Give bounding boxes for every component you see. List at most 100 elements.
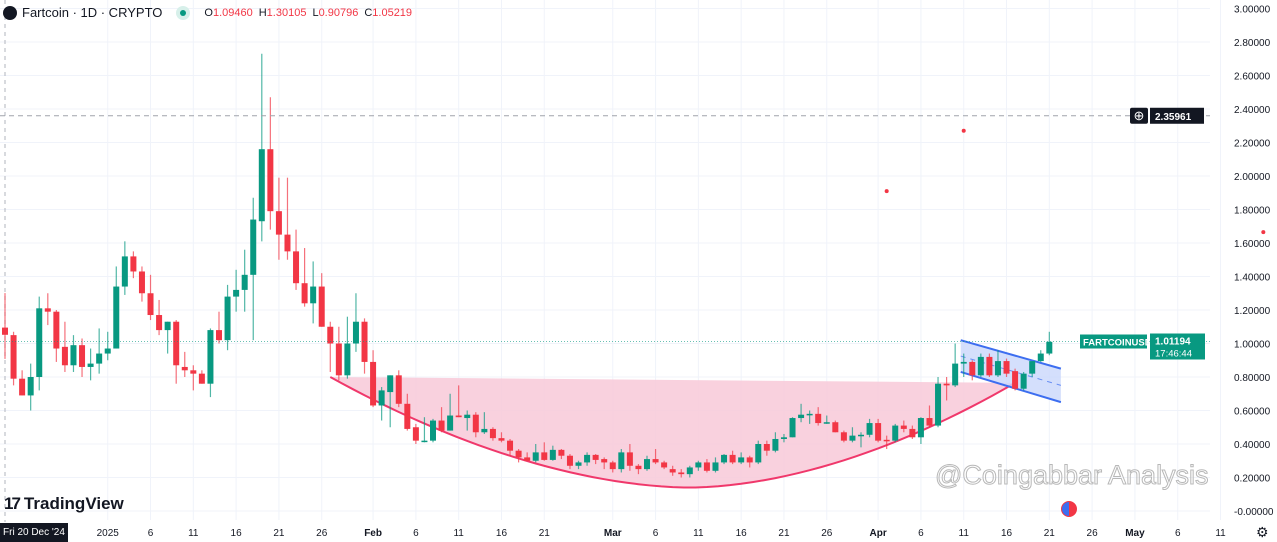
candle-body (181, 366, 188, 371)
marker-dot (884, 189, 889, 194)
candle-body (900, 425, 907, 429)
chart-legend: Fartcoin · 1D · CRYPTO O1.09460 H1.30105… (3, 5, 418, 20)
candle-body (721, 454, 728, 463)
candle-body (858, 434, 864, 437)
candle-body (652, 459, 659, 463)
candle-body (575, 462, 582, 466)
candle-body (994, 361, 1001, 376)
candle-body (301, 283, 308, 304)
candle-body (746, 457, 753, 463)
candle-body (412, 427, 419, 441)
price-tick-label: 0.20000 (1234, 474, 1271, 485)
candle-body (823, 422, 830, 424)
candle-body (798, 414, 805, 419)
current-price-badge (1150, 333, 1205, 360)
ohlc-open: O1.09460 (204, 6, 253, 19)
time-tick-label: 11 (1215, 528, 1226, 539)
tradingview-logo-icon: 17 (4, 494, 21, 513)
candle-body (250, 219, 257, 275)
candle-body (789, 418, 796, 438)
candle-body (421, 440, 428, 443)
marker-dot (961, 128, 966, 133)
candle-body (507, 440, 514, 451)
time-tick-label: 21 (273, 528, 285, 539)
candle-body (815, 413, 822, 424)
candle-body (883, 439, 890, 442)
price-tick-label: 3.00000 (1234, 5, 1271, 16)
symbol-logo-icon (3, 5, 17, 20)
ohlc-high: H1.30105 (258, 6, 307, 19)
candle-body (532, 452, 539, 461)
candle-body (626, 452, 633, 466)
drawings (329, 339, 1062, 489)
candle-body (1012, 371, 1019, 389)
settings-gear-icon[interactable]: ⚙ (1256, 524, 1269, 540)
price-tick-label: 0.40000 (1234, 440, 1271, 451)
candle-body (130, 256, 137, 272)
candle-body (318, 286, 325, 327)
candle-body (952, 363, 959, 386)
candle-body (832, 422, 839, 433)
candle-body (207, 330, 214, 384)
price-tick-label: 1.40000 (1234, 273, 1271, 284)
time-tick-label: Feb (364, 528, 382, 539)
candle-body (960, 361, 967, 364)
candle-body (216, 330, 222, 341)
candle-body (618, 452, 625, 470)
tradingview-logo[interactable]: 17 TradingView (4, 494, 124, 514)
price-axis[interactable]: 3.00000 2.80000 2.60000 2.40000 2.20000 2.000… (1234, 5, 1274, 519)
symbol-badge-label: FARTCOINUSD (1083, 338, 1152, 349)
time-tick-label: May (1125, 528, 1145, 539)
channel-mid-line (960, 355, 1062, 386)
candle-body (464, 414, 471, 419)
candle-body (986, 356, 993, 376)
candle-body (584, 454, 591, 463)
symbol-title[interactable]: Fartcoin · 1D · CRYPTO (22, 5, 163, 20)
candle-body (686, 467, 693, 475)
time-tick-label: 26 (821, 528, 833, 539)
price-tick-label: 2.80000 (1234, 38, 1271, 49)
tradingview-logo-text: TradingView (23, 494, 124, 513)
candle-body (609, 462, 616, 470)
time-tick-label: 11 (693, 528, 704, 539)
candle-body (455, 415, 462, 418)
candle-body (1037, 353, 1044, 362)
time-tick-label: 6 (413, 528, 419, 539)
candle-body (489, 428, 496, 439)
current-price-value: 1.01194 (1155, 337, 1191, 348)
candle-body (258, 149, 265, 222)
candle-body (361, 321, 368, 362)
time-tick-label: 26 (1087, 528, 1099, 539)
candle-body (969, 361, 976, 376)
candle-body (806, 413, 813, 416)
channel-upper-line (960, 339, 1062, 370)
candle-body (275, 211, 282, 235)
price-tick-label: 2.00000 (1234, 172, 1271, 183)
candle-body (138, 271, 145, 294)
time-tick-label: 6 (1175, 528, 1181, 539)
candle-body (566, 455, 573, 466)
time-axis[interactable]: 2025 6 11 16 21 26 Feb 6 11 16 21 Mar 6 11 16 21 26 Apr 6 1… (97, 528, 1227, 539)
candle-body (378, 390, 385, 406)
candle-body (327, 326, 334, 344)
candle-body (284, 234, 291, 252)
candle-body (156, 315, 163, 331)
candle-body (703, 462, 710, 471)
candle-body (1003, 361, 1010, 374)
price-tick-label: 1.60000 (1234, 239, 1271, 250)
candle-body (447, 415, 454, 431)
horizontal-line-price: 2.35961 (1155, 112, 1192, 123)
candle-body (121, 256, 128, 287)
symbol-badge (1080, 334, 1147, 349)
candle-body (935, 383, 942, 426)
candle-body (729, 454, 736, 463)
market-status-icon[interactable] (176, 5, 191, 20)
candle-body (61, 346, 68, 366)
time-tick-label: 6 (148, 528, 154, 539)
event-flag-icon[interactable] (1061, 501, 1077, 517)
candle-body (404, 403, 411, 429)
candle-body (293, 251, 300, 284)
candle-body (917, 418, 924, 438)
time-tick-label: 11 (188, 528, 199, 539)
